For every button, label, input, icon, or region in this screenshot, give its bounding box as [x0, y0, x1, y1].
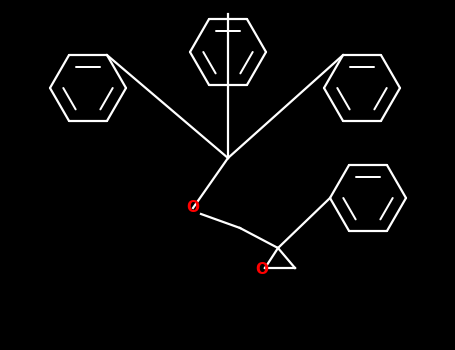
Text: O: O	[187, 201, 199, 216]
Text: O: O	[256, 262, 268, 278]
